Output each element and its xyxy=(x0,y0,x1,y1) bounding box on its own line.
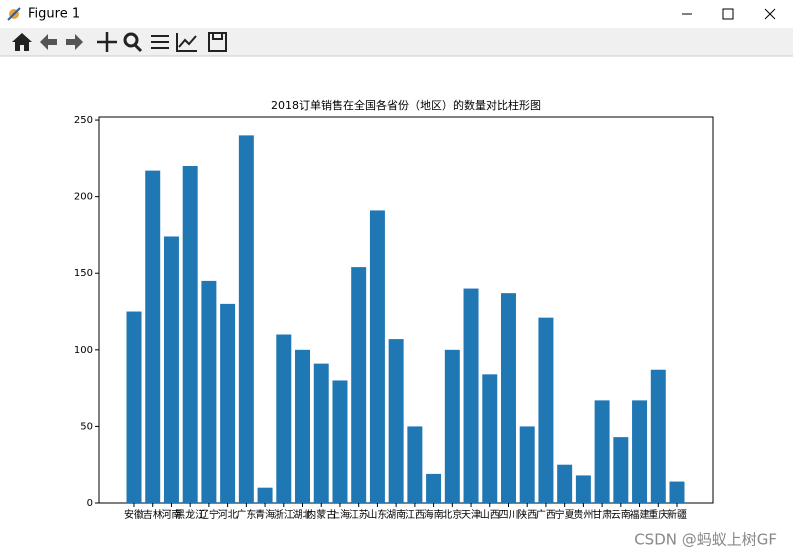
chart-title: 2018订单销售在全国各省份（地区）的数量对比柱形图 xyxy=(271,98,541,112)
close-button[interactable] xyxy=(764,8,776,20)
y-tick-label: 0 xyxy=(87,498,93,509)
bar xyxy=(201,280,217,503)
bar xyxy=(182,166,198,503)
bar xyxy=(575,475,591,503)
x-tick-label: 山西 xyxy=(480,509,500,521)
pan-button[interactable] xyxy=(97,32,117,52)
x-tick-label: 江苏 xyxy=(349,508,369,521)
window-title: Figure 1 xyxy=(28,7,80,22)
x-tick-label: 新疆 xyxy=(667,508,687,521)
bar xyxy=(669,481,685,503)
save-button[interactable] xyxy=(208,32,227,52)
bar xyxy=(482,374,498,503)
bar xyxy=(257,487,273,503)
bar xyxy=(407,426,423,503)
x-tick-label: 宁夏 xyxy=(555,508,575,521)
watermark: CSDN @蚂蚁上树GF xyxy=(634,531,777,549)
back-button[interactable] xyxy=(40,34,57,50)
x-tick-label: 陕西 xyxy=(517,508,537,521)
bar xyxy=(557,464,573,503)
bar xyxy=(145,170,161,503)
bar xyxy=(351,267,367,503)
zoom-button[interactable] xyxy=(123,32,143,53)
bar xyxy=(163,236,179,503)
bar xyxy=(238,135,254,503)
x-tick-label: 海南 xyxy=(424,508,444,521)
bar xyxy=(632,400,648,503)
x-tick-label: 广西 xyxy=(536,509,556,521)
x-tick-label: 浙江 xyxy=(274,509,294,521)
app-icon xyxy=(7,7,21,21)
bar xyxy=(538,317,554,503)
x-tick-label: 甘肃 xyxy=(592,508,612,521)
y-tick-label: 50 xyxy=(80,421,93,432)
bar xyxy=(613,437,629,503)
title-bar xyxy=(0,0,793,28)
bar xyxy=(220,303,236,503)
bar xyxy=(295,349,311,503)
bar xyxy=(463,288,479,503)
y-tick-label: 250 xyxy=(74,115,93,126)
x-tick-label: 山东 xyxy=(367,508,387,521)
x-tick-label: 福建 xyxy=(630,508,650,521)
x-tick-label: 云南 xyxy=(611,508,631,521)
x-tick-label: 黑龙江 xyxy=(175,508,205,521)
y-tick-label: 100 xyxy=(74,345,93,356)
x-tick-label: 四川 xyxy=(498,510,518,521)
bar xyxy=(369,210,385,503)
bar xyxy=(388,339,404,503)
bar xyxy=(500,293,516,503)
bar xyxy=(276,334,292,503)
home-button[interactable] xyxy=(12,33,32,51)
x-tick-label: 青海 xyxy=(255,508,275,521)
x-tick-label: 天津 xyxy=(461,509,481,521)
y-tick-label: 200 xyxy=(74,192,93,203)
x-tick-label: 重庆 xyxy=(648,508,668,521)
x-tick-label: 广东 xyxy=(236,508,256,521)
x-tick-label: 湖南 xyxy=(386,508,406,521)
x-tick-label: 贵州 xyxy=(573,508,593,521)
bar xyxy=(594,400,610,503)
x-tick-label: 辽宁 xyxy=(199,508,219,521)
x-tick-label: 湖北 xyxy=(293,509,313,521)
x-tick-label: 河南 xyxy=(161,508,181,521)
x-tick-label: 上海 xyxy=(330,508,350,521)
bar xyxy=(444,349,460,503)
bar xyxy=(650,369,666,503)
bar xyxy=(332,380,348,503)
configure-button[interactable] xyxy=(151,35,169,49)
x-tick-label: 吉林 xyxy=(143,508,163,521)
x-tick-label: 江西 xyxy=(405,509,425,521)
toolbar xyxy=(0,28,793,56)
forward-button[interactable] xyxy=(66,34,83,50)
x-tick-label: 安徽 xyxy=(124,508,144,521)
axes-button[interactable] xyxy=(176,33,197,52)
maximize-button[interactable] xyxy=(722,8,734,20)
bar xyxy=(519,426,535,503)
x-tick-label: 内蒙古 xyxy=(306,508,336,521)
bar xyxy=(426,473,442,503)
x-tick-label: 河北 xyxy=(218,509,238,521)
bar xyxy=(126,311,142,503)
axes-frame xyxy=(98,116,714,504)
bar xyxy=(313,363,329,503)
x-tick-label: 北京 xyxy=(442,508,462,521)
y-tick-label: 150 xyxy=(74,268,93,279)
